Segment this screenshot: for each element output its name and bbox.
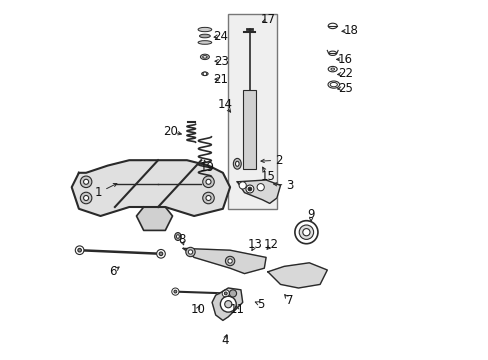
Text: 5: 5 bbox=[257, 298, 264, 311]
Text: 3: 3 bbox=[285, 179, 293, 192]
Circle shape bbox=[229, 290, 236, 297]
Circle shape bbox=[227, 259, 232, 263]
Text: 14: 14 bbox=[217, 98, 232, 111]
Circle shape bbox=[205, 179, 211, 184]
Ellipse shape bbox=[235, 161, 239, 166]
Text: 22: 22 bbox=[337, 67, 352, 80]
Text: 24: 24 bbox=[213, 30, 228, 42]
Text: 10: 10 bbox=[190, 303, 205, 316]
Ellipse shape bbox=[233, 158, 241, 169]
Circle shape bbox=[75, 246, 84, 255]
Bar bbox=[228, 14, 276, 209]
Ellipse shape bbox=[199, 34, 210, 38]
Text: 6: 6 bbox=[109, 265, 117, 278]
Text: 1: 1 bbox=[95, 186, 102, 199]
Circle shape bbox=[203, 176, 214, 188]
Ellipse shape bbox=[198, 41, 211, 44]
Circle shape bbox=[302, 229, 309, 236]
Circle shape bbox=[78, 248, 81, 252]
Text: 13: 13 bbox=[247, 238, 262, 251]
Text: 18: 18 bbox=[343, 24, 357, 37]
Ellipse shape bbox=[201, 72, 208, 76]
Circle shape bbox=[83, 195, 88, 201]
Ellipse shape bbox=[174, 233, 181, 240]
Text: 15: 15 bbox=[260, 170, 275, 183]
Circle shape bbox=[205, 195, 211, 201]
Text: 8: 8 bbox=[178, 233, 185, 246]
Polygon shape bbox=[136, 207, 172, 230]
Circle shape bbox=[83, 179, 88, 184]
Circle shape bbox=[185, 247, 195, 257]
Polygon shape bbox=[267, 263, 326, 288]
Bar bbox=[243, 90, 256, 169]
Circle shape bbox=[188, 250, 192, 254]
Text: 2: 2 bbox=[274, 154, 282, 167]
Polygon shape bbox=[72, 160, 230, 216]
Circle shape bbox=[220, 296, 236, 312]
Circle shape bbox=[245, 185, 253, 193]
Circle shape bbox=[222, 290, 229, 297]
Ellipse shape bbox=[200, 54, 209, 59]
Text: 16: 16 bbox=[337, 53, 352, 66]
Text: 23: 23 bbox=[213, 55, 228, 68]
Text: 12: 12 bbox=[264, 238, 279, 251]
Text: 7: 7 bbox=[285, 294, 293, 307]
Circle shape bbox=[294, 221, 317, 244]
Text: 21: 21 bbox=[213, 73, 228, 86]
Circle shape bbox=[225, 256, 234, 266]
Ellipse shape bbox=[176, 235, 179, 238]
Circle shape bbox=[203, 72, 206, 76]
Ellipse shape bbox=[198, 27, 211, 32]
Text: 9: 9 bbox=[307, 208, 314, 221]
Circle shape bbox=[156, 249, 165, 258]
Circle shape bbox=[80, 192, 92, 204]
Circle shape bbox=[80, 176, 92, 188]
Text: 17: 17 bbox=[260, 13, 275, 26]
Circle shape bbox=[171, 288, 179, 295]
Text: 25: 25 bbox=[337, 82, 352, 95]
Text: 19: 19 bbox=[199, 161, 214, 174]
Circle shape bbox=[203, 192, 214, 204]
Text: 20: 20 bbox=[163, 125, 178, 138]
Circle shape bbox=[257, 184, 264, 191]
Polygon shape bbox=[212, 288, 242, 320]
Circle shape bbox=[174, 290, 177, 293]
Circle shape bbox=[224, 292, 227, 295]
Circle shape bbox=[224, 301, 231, 308]
Text: 11: 11 bbox=[229, 303, 244, 316]
Polygon shape bbox=[183, 248, 265, 274]
Circle shape bbox=[299, 225, 313, 239]
Circle shape bbox=[247, 187, 251, 191]
Polygon shape bbox=[237, 180, 280, 203]
Text: 4: 4 bbox=[221, 334, 228, 347]
Circle shape bbox=[159, 252, 163, 256]
Ellipse shape bbox=[203, 55, 206, 58]
Circle shape bbox=[239, 182, 246, 189]
